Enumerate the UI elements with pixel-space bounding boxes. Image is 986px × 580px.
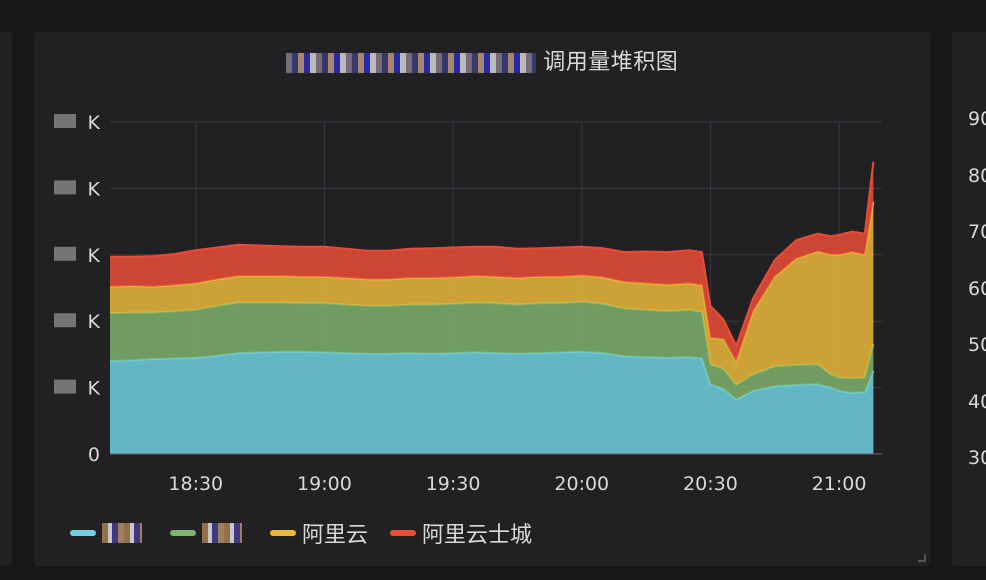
x-tick-label: 18:30 — [168, 473, 223, 495]
area-series-2 — [110, 301, 874, 400]
legend-item-series1[interactable] — [70, 523, 148, 543]
y-tick-label: 0 — [88, 444, 100, 466]
legend-label-series1-redacted — [102, 523, 142, 543]
right-panel-y-tick: 70 — [968, 221, 986, 243]
left-panel — [0, 32, 12, 566]
stacked-area-chart[interactable]: 0 K K K K K 18:30 19:00 19:30 20:00 20:30 21:00 — [34, 32, 930, 512]
right-panel-y-tick: 90 — [968, 108, 986, 130]
legend-item-series2[interactable] — [170, 523, 248, 543]
legend-swatch-series1 — [70, 530, 96, 536]
panel-title-text: 调用量堆积图 — [543, 50, 679, 75]
right-panel — [952, 32, 986, 566]
right-panel-y-tick: 40 — [968, 390, 986, 413]
line-series-4 — [110, 161, 875, 349]
legend-item-aliyun-shicheng[interactable]: 阿里云士城 — [390, 517, 532, 549]
legend-label-aliyun: 阿里云 — [302, 523, 369, 548]
resize-handle[interactable] — [918, 554, 926, 562]
legend-item-aliyun[interactable]: 阿里云 — [270, 517, 368, 549]
y-tick-label: K — [88, 245, 101, 267]
x-tick-label: 19:30 — [426, 473, 481, 495]
y-tick-label: K — [88, 378, 101, 400]
y-tick-redacted — [54, 313, 76, 328]
x-tick-label: 20:30 — [683, 473, 738, 495]
legend-swatch-series2 — [170, 530, 196, 536]
area-series-1 — [110, 351, 874, 454]
y-tick-label: K — [88, 178, 101, 200]
y-tick-redacted — [54, 379, 76, 394]
area-series-4 — [110, 161, 874, 362]
x-tick-label: 21:00 — [812, 473, 867, 495]
redacted-title-prefix — [285, 53, 536, 73]
graph-panel[interactable]: 调用量堆积图 0 K K K K K 18:30 19:00 19:30 20:00 20:30 21… — [34, 32, 930, 566]
x-tick-label: 20:00 — [554, 473, 609, 495]
area-series-3 — [110, 201, 874, 385]
legend-label-aliyun-shicheng: 阿里云士城 — [422, 523, 533, 548]
x-tick-label: 19:00 — [297, 473, 352, 495]
legend-label-series2-redacted — [202, 523, 242, 543]
y-tick-redacted — [54, 114, 76, 128]
right-panel-y-tick: 30 — [968, 447, 986, 469]
legend-swatch-aliyun-shicheng — [390, 530, 417, 536]
panel-title[interactable]: 调用量堆积图 — [34, 44, 930, 76]
legend-swatch-aliyun — [270, 530, 296, 536]
right-panel-y-tick: 50 — [968, 334, 986, 356]
right-panel-y-tick: 80 — [968, 164, 986, 187]
right-panel-y-tick: 60 — [968, 277, 986, 300]
y-tick-redacted — [54, 180, 76, 195]
y-tick-redacted — [54, 246, 76, 261]
y-tick-label: K — [88, 311, 101, 333]
legend: 阿里云 阿里云士城 — [70, 518, 532, 548]
y-tick-label: K — [88, 112, 101, 134]
